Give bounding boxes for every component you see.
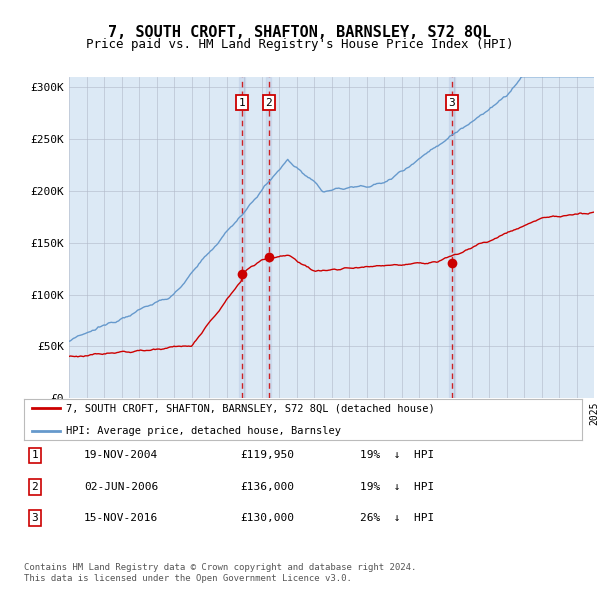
- Text: 26%  ↓  HPI: 26% ↓ HPI: [360, 513, 434, 523]
- Text: 7, SOUTH CROFT, SHAFTON, BARNSLEY, S72 8QL (detached house): 7, SOUTH CROFT, SHAFTON, BARNSLEY, S72 8…: [66, 403, 434, 413]
- Bar: [449, 77, 455, 398]
- Text: Price paid vs. HM Land Registry's House Price Index (HPI): Price paid vs. HM Land Registry's House …: [86, 38, 514, 51]
- Text: 3: 3: [449, 97, 455, 107]
- Text: HPI: Average price, detached house, Barnsley: HPI: Average price, detached house, Barn…: [66, 426, 341, 436]
- Text: 2: 2: [265, 97, 272, 107]
- Text: 7, SOUTH CROFT, SHAFTON, BARNSLEY, S72 8QL: 7, SOUTH CROFT, SHAFTON, BARNSLEY, S72 8…: [109, 25, 491, 40]
- Text: 2: 2: [31, 482, 38, 491]
- Text: This data is licensed under the Open Government Licence v3.0.: This data is licensed under the Open Gov…: [24, 573, 352, 583]
- Text: £119,950: £119,950: [240, 451, 294, 460]
- Text: 19%  ↓  HPI: 19% ↓ HPI: [360, 451, 434, 460]
- Text: 1: 1: [239, 97, 245, 107]
- Bar: [239, 77, 245, 398]
- Text: 19%  ↓  HPI: 19% ↓ HPI: [360, 482, 434, 491]
- Text: 15-NOV-2016: 15-NOV-2016: [84, 513, 158, 523]
- Bar: [266, 77, 271, 398]
- Text: 1: 1: [31, 451, 38, 460]
- Text: 19-NOV-2004: 19-NOV-2004: [84, 451, 158, 460]
- Text: £130,000: £130,000: [240, 513, 294, 523]
- Text: 02-JUN-2006: 02-JUN-2006: [84, 482, 158, 491]
- Text: Contains HM Land Registry data © Crown copyright and database right 2024.: Contains HM Land Registry data © Crown c…: [24, 563, 416, 572]
- Text: £136,000: £136,000: [240, 482, 294, 491]
- Text: 3: 3: [31, 513, 38, 523]
